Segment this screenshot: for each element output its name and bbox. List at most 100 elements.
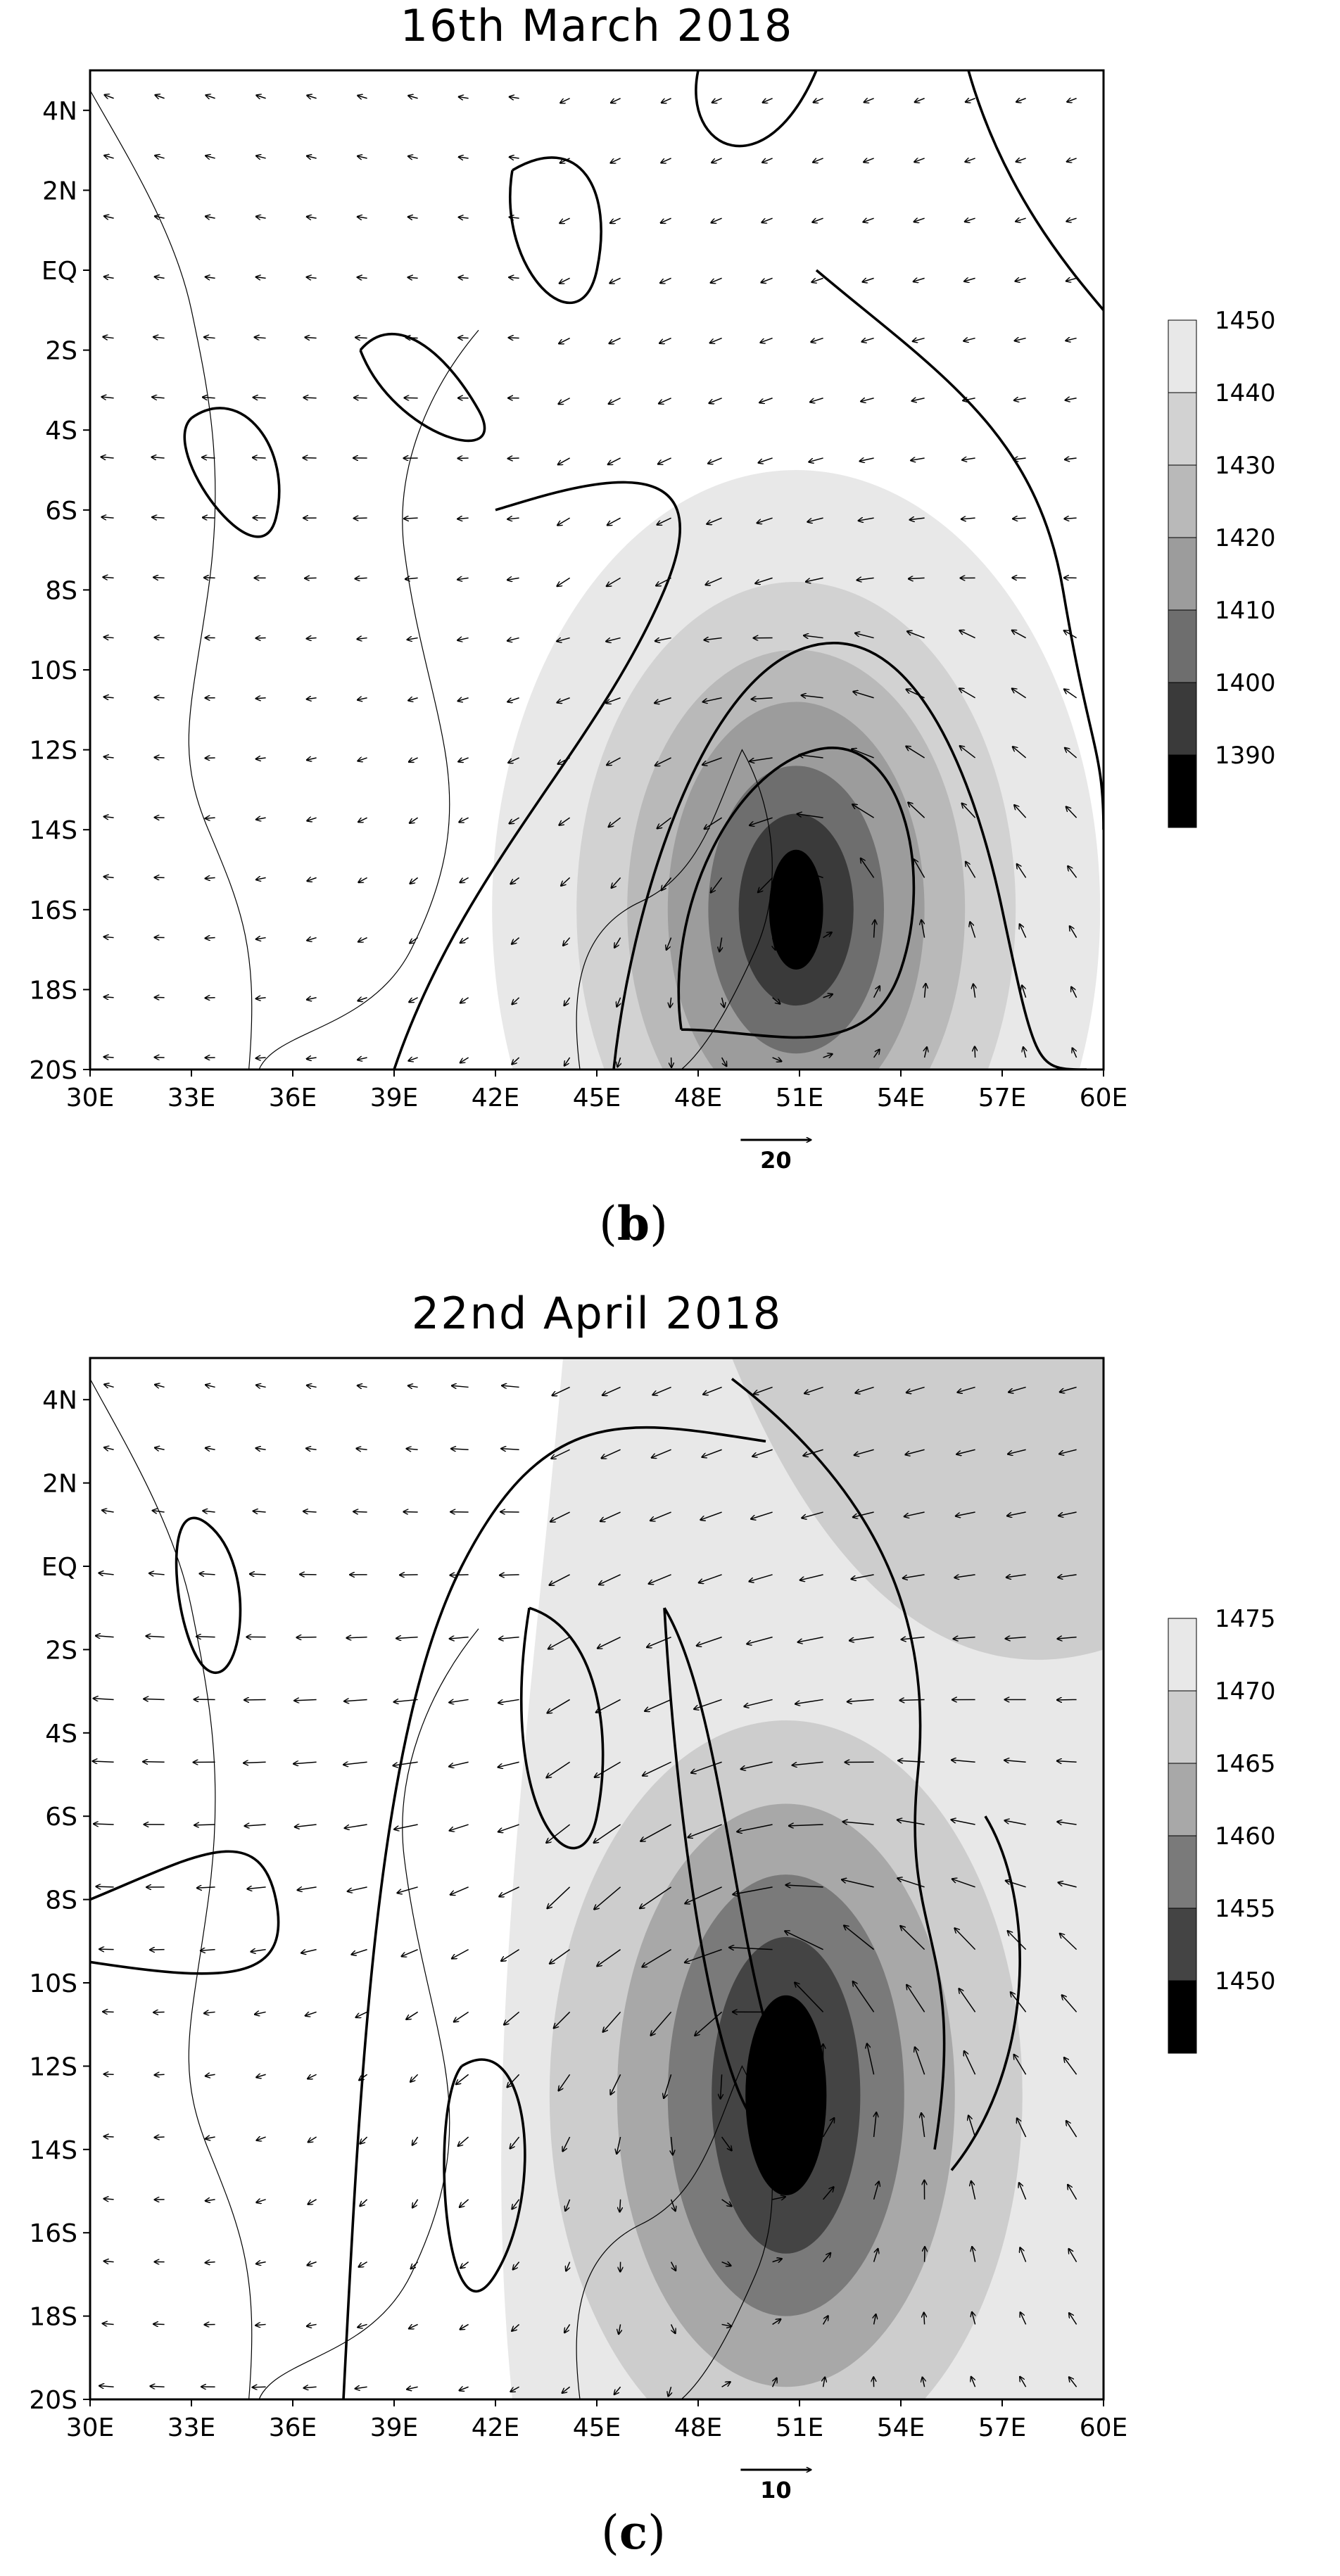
wind-vector xyxy=(962,458,975,460)
wind-vector xyxy=(662,98,671,103)
wind-vector xyxy=(844,1925,875,1950)
wind-vector xyxy=(772,2197,785,2200)
wind-vector xyxy=(510,97,519,99)
wind-vector xyxy=(1057,1637,1077,1639)
wind-vector xyxy=(410,937,419,944)
wind-vector xyxy=(559,2074,571,2090)
wind-vector xyxy=(711,877,723,892)
wind-vector xyxy=(103,2323,114,2324)
lat-tick-label: 2S xyxy=(45,337,77,366)
wind-vector xyxy=(617,997,620,1007)
lat-tick-label: 14S xyxy=(29,816,77,845)
wind-vector xyxy=(750,817,773,825)
wind-vector xyxy=(852,804,874,818)
wind-vector xyxy=(308,2074,317,2079)
wind-vector xyxy=(244,1699,266,1700)
wind-vector xyxy=(507,518,519,519)
lon-tick-label: 54E xyxy=(877,1084,925,1112)
wind-vector xyxy=(708,457,722,464)
lat-tick-label: 4S xyxy=(45,417,77,445)
colorbar-swatch xyxy=(1168,464,1197,538)
wind-vector xyxy=(914,278,925,281)
wind-vector xyxy=(449,1699,469,1702)
wind-vector xyxy=(1071,987,1077,998)
wind-vector xyxy=(459,277,469,278)
wind-vector xyxy=(956,1511,975,1516)
wind-vector xyxy=(594,1886,621,1910)
wind-vector xyxy=(308,2199,317,2204)
wind-vector xyxy=(1066,806,1077,818)
wind-vector xyxy=(348,1886,367,1891)
wind-vector xyxy=(307,998,317,1000)
wind-vector xyxy=(203,517,215,518)
contour-line xyxy=(677,747,916,1039)
wind-vector xyxy=(256,2137,266,2140)
wind-vector xyxy=(609,817,621,827)
wind-vector xyxy=(961,518,975,519)
colorbar-swatch xyxy=(1168,319,1197,393)
contour-line xyxy=(509,156,602,305)
wind-vector xyxy=(612,877,621,888)
wind-vector xyxy=(459,817,469,822)
wind-vector xyxy=(103,337,114,338)
wind-vector xyxy=(954,1637,975,1639)
wind-vector xyxy=(1057,1761,1077,1763)
wind-vector xyxy=(952,1820,975,1825)
wind-vector xyxy=(965,158,975,162)
wind-vector xyxy=(640,1824,671,1841)
wind-vector xyxy=(155,95,165,99)
wind-vector xyxy=(772,1058,782,1061)
wind-vector xyxy=(1057,1699,1077,1700)
wind-vector xyxy=(295,1825,317,1827)
wind-vector xyxy=(802,870,823,879)
wind-vector xyxy=(809,457,823,462)
wind-vector xyxy=(661,158,671,163)
wind-vector xyxy=(549,1574,570,1585)
lat-tick-label: 16S xyxy=(29,2219,77,2248)
wind-vector xyxy=(155,697,165,698)
wind-vectors xyxy=(93,1384,1077,2396)
wind-vector xyxy=(305,2011,317,2015)
wind-vector xyxy=(561,877,571,886)
wind-vector xyxy=(307,96,317,99)
wind-vector xyxy=(255,337,266,338)
wind-vector xyxy=(1064,2057,1077,2075)
wind-vector xyxy=(564,2324,571,2333)
wind-vector xyxy=(509,277,519,278)
wind-vector xyxy=(104,997,114,998)
wind-vector xyxy=(256,156,266,158)
wind-vector xyxy=(863,218,874,222)
wind-vector xyxy=(617,1057,620,1067)
wind-vector xyxy=(155,1447,165,1449)
wind-vector xyxy=(762,158,773,163)
wind-vector xyxy=(1065,748,1077,759)
wind-vector xyxy=(256,1385,266,1387)
wind-vector xyxy=(671,2136,673,2155)
wind-vector xyxy=(358,1058,367,1060)
wind-vector xyxy=(643,1761,671,1775)
wind-vector xyxy=(206,2200,215,2201)
wind-vector xyxy=(255,2012,266,2014)
wind-vector xyxy=(741,1761,773,1769)
lat-tick-label: 4N xyxy=(42,97,77,126)
wind-vector xyxy=(411,2261,419,2269)
colorbar-swatch xyxy=(1168,392,1197,466)
wind-vector xyxy=(512,937,520,944)
wind-vector xyxy=(609,277,621,283)
wind-vector xyxy=(699,1574,722,1583)
wind-vector xyxy=(970,922,976,938)
wind-vector xyxy=(721,2262,731,2266)
wind-vector xyxy=(256,1448,266,1449)
wind-vector xyxy=(498,1761,519,1767)
wind-vector xyxy=(721,2136,732,2150)
wind-vector xyxy=(513,2261,520,2270)
wind-vector xyxy=(1070,926,1077,938)
wind-vector xyxy=(954,1574,975,1578)
reference-vector-label: 20 xyxy=(760,1147,792,1174)
wind-vector xyxy=(1023,1047,1026,1058)
wind-vector xyxy=(155,757,165,758)
wind-vector xyxy=(550,1511,570,1522)
wind-vector xyxy=(1006,1881,1026,1888)
wind-vector xyxy=(256,998,266,999)
wind-vector xyxy=(964,278,975,281)
